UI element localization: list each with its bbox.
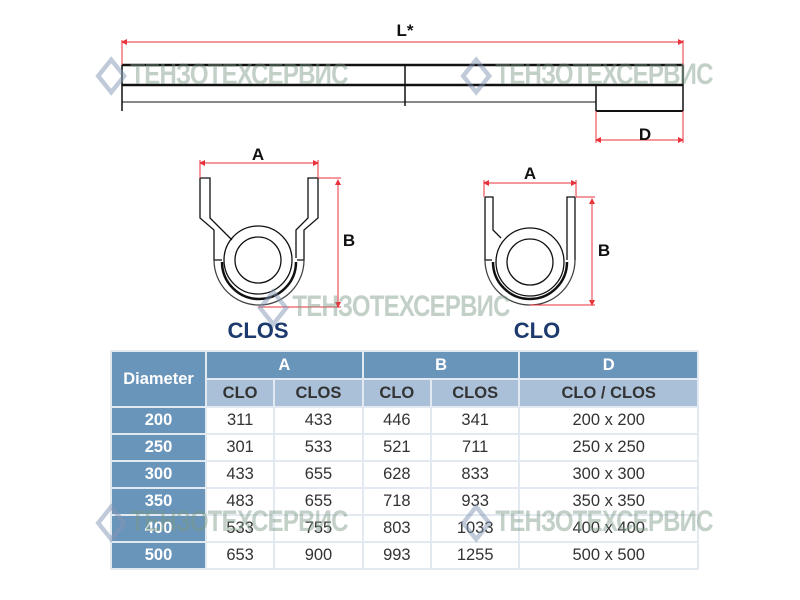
clo-height-label: B [598, 241, 610, 260]
cell-b-clos: 833 [429, 460, 521, 489]
cell-a-clo: 433 [204, 460, 276, 489]
cell-diameter: 300 [110, 460, 207, 489]
cell-diameter: 350 [110, 487, 207, 516]
table-row: 400 533 755 803 1033 400 x 400 [110, 514, 699, 543]
cell-a-clos: 900 [273, 541, 364, 570]
header-a: A [205, 350, 364, 380]
clos-width-label: A [252, 145, 264, 164]
cell-d: 250 x 250 [518, 433, 699, 462]
cell-d: 500 x 500 [518, 541, 699, 570]
dimensions-table: Diameter A B D CLO CLOS CLO CLOS CLO / C… [110, 350, 699, 570]
cell-b-clos: 1255 [429, 541, 521, 570]
depth-label: D [639, 125, 651, 144]
cell-a-clos: 655 [273, 460, 364, 489]
subheader-b-clos: CLOS [429, 378, 521, 408]
cell-a-clos: 655 [273, 487, 364, 516]
cell-a-clo: 653 [204, 541, 276, 570]
cell-b-clos: 711 [429, 433, 521, 462]
cell-b-clo: 446 [361, 406, 432, 435]
header-diameter: Diameter [110, 350, 207, 408]
length-dimension [121, 39, 684, 65]
side-view [121, 63, 684, 112]
cell-b-clos: 1033 [429, 514, 521, 543]
cell-diameter: 400 [110, 514, 207, 543]
cell-b-clo: 521 [361, 433, 432, 462]
table-row: 300 433 655 628 833 300 x 300 [110, 460, 699, 489]
clo-width-label: A [524, 164, 536, 183]
length-label: L* [397, 21, 414, 40]
header-b: B [361, 350, 521, 380]
table-row: 200 311 433 446 341 200 x 200 [110, 406, 699, 435]
cell-a-clos: 533 [273, 433, 364, 462]
cell-b-clo: 993 [361, 541, 432, 570]
cell-d: 350 x 350 [518, 487, 699, 516]
technical-drawing: L* D A B CLOS A B CLO [121, 21, 684, 340]
clos-cross-section [199, 177, 319, 306]
table-row: 250 301 533 521 711 250 x 250 [110, 433, 699, 462]
table-row: 500 653 900 993 1255 500 x 500 [110, 541, 699, 570]
subheader-a-clo: CLO [204, 378, 276, 408]
header-d: D [518, 350, 699, 380]
table-row: 350 483 655 718 933 350 x 350 [110, 487, 699, 516]
cell-b-clo: 628 [361, 460, 432, 489]
cell-b-clo: 718 [361, 487, 432, 516]
cell-a-clo: 533 [204, 514, 276, 543]
cell-diameter: 500 [110, 541, 207, 570]
cell-d: 200 x 200 [518, 406, 699, 435]
cell-a-clos: 755 [273, 514, 364, 543]
clos-dimensions [199, 160, 341, 308]
cell-a-clos: 433 [273, 406, 364, 435]
table-header-row: Diameter A B D [110, 350, 699, 408]
cell-b-clos: 341 [429, 406, 521, 435]
subheader-a-clos: CLOS [273, 378, 364, 408]
cell-b-clos: 933 [429, 487, 521, 516]
clos-height-label: B [343, 231, 355, 250]
cell-a-clo: 311 [204, 406, 276, 435]
clo-name: CLO [514, 318, 560, 340]
cell-a-clo: 483 [204, 487, 276, 516]
cell-b-clo: 803 [361, 514, 432, 543]
clo-cross-section [484, 196, 576, 306]
subheader-b-clo: CLO [361, 378, 432, 408]
table-subheader-row: CLO CLOS CLO CLOS CLO / CLOS [111, 378, 699, 408]
clo-dimensions [483, 180, 595, 306]
cell-diameter: 200 [110, 406, 207, 435]
cell-diameter: 250 [110, 433, 207, 462]
cell-a-clo: 301 [204, 433, 276, 462]
depth-dimension [595, 111, 684, 143]
clos-name: CLOS [227, 318, 288, 340]
subheader-d: CLO / CLOS [518, 378, 699, 408]
cell-d: 400 x 400 [518, 514, 699, 543]
cell-d: 300 x 300 [518, 460, 699, 489]
